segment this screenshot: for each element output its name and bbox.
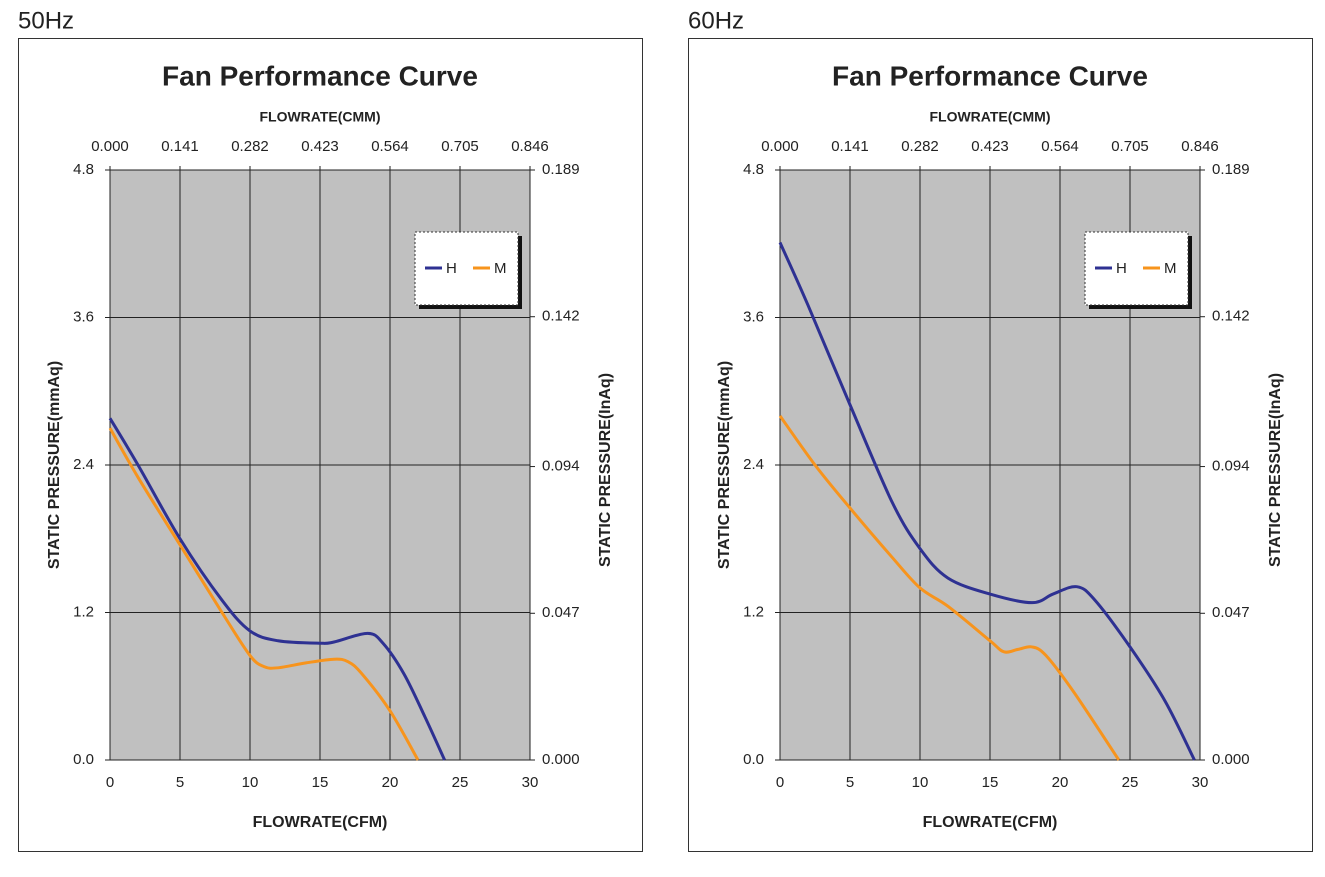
x2-tick-label: 0.564 bbox=[371, 138, 409, 155]
legend-label: M bbox=[494, 260, 507, 277]
y-tick-label: 1.2 bbox=[743, 603, 764, 620]
x2-tick-label: 0.564 bbox=[1041, 138, 1079, 155]
heading: 50Hz bbox=[18, 7, 74, 34]
plot-border bbox=[779, 169, 1201, 761]
legend-label: H bbox=[1116, 260, 1127, 277]
x-tick-label: 20 bbox=[382, 774, 399, 791]
x2-tick-label: 0.141 bbox=[831, 138, 869, 155]
y-tick-label: 1.2 bbox=[73, 603, 94, 620]
series-line bbox=[108, 427, 420, 761]
legend-label: H bbox=[446, 260, 457, 277]
heading: 60Hz bbox=[688, 7, 744, 34]
x-tick-label: 0 bbox=[106, 774, 114, 791]
series-line bbox=[778, 414, 1121, 761]
x2-tick-label: 0.000 bbox=[91, 138, 129, 155]
x-tick-label: 15 bbox=[312, 774, 329, 791]
x2-tick-label: 0.000 bbox=[761, 138, 799, 155]
x-tick-label: 10 bbox=[242, 774, 259, 791]
x2-tick-label: 0.282 bbox=[901, 138, 939, 155]
x-tick-label: 5 bbox=[176, 774, 184, 791]
y-tick-label: 4.8 bbox=[743, 161, 764, 178]
x-tick-label: 20 bbox=[1052, 774, 1069, 791]
legend-label: M bbox=[1164, 260, 1177, 277]
panel-frame bbox=[688, 38, 1313, 852]
plot-border bbox=[109, 169, 531, 761]
x-tick-label: 10 bbox=[912, 774, 929, 791]
chart-title: Fan Performance Curve bbox=[162, 60, 478, 91]
y-axis-label: STATIC PRESSURE(mmAq) bbox=[716, 361, 733, 569]
x2-tick-label: 0.846 bbox=[511, 138, 549, 155]
x-tick-label: 30 bbox=[522, 774, 539, 791]
y-tick-label: 3.6 bbox=[743, 308, 764, 325]
y2-tick-label: 0.094 bbox=[1212, 458, 1250, 475]
x-axis-label: FLOWRATE(CFM) bbox=[253, 814, 388, 831]
x2-tick-label: 0.423 bbox=[971, 138, 1009, 155]
x-axis-label: FLOWRATE(CFM) bbox=[923, 814, 1058, 831]
x2-axis-label: FLOWRATE(CMM) bbox=[259, 109, 380, 125]
y2-tick-label: 0.142 bbox=[1212, 308, 1250, 325]
y2-tick-label: 0.142 bbox=[542, 308, 580, 325]
y2-tick-label: 0.047 bbox=[1212, 604, 1250, 621]
x-tick-label: 5 bbox=[846, 774, 854, 791]
x-tick-label: 25 bbox=[1122, 774, 1139, 791]
x2-tick-label: 0.423 bbox=[301, 138, 339, 155]
panel-frame bbox=[18, 38, 643, 852]
series-line bbox=[778, 241, 1196, 761]
y-axis-label: STATIC PRESSURE(mmAq) bbox=[46, 361, 63, 569]
x2-tick-label: 0.846 bbox=[1181, 138, 1219, 155]
x2-tick-label: 0.705 bbox=[441, 138, 479, 155]
chart-title: Fan Performance Curve bbox=[832, 60, 1148, 91]
y-tick-label: 0.0 bbox=[743, 751, 764, 768]
y2-tick-label: 0.000 bbox=[1212, 751, 1250, 768]
y2-tick-label: 0.047 bbox=[542, 604, 580, 621]
x-tick-label: 15 bbox=[982, 774, 999, 791]
x2-tick-label: 0.705 bbox=[1111, 138, 1149, 155]
y-tick-label: 2.4 bbox=[73, 456, 94, 473]
y-tick-label: 0.0 bbox=[73, 751, 94, 768]
y-tick-label: 3.6 bbox=[73, 308, 94, 325]
y2-tick-label: 0.000 bbox=[542, 751, 580, 768]
x2-tick-label: 0.141 bbox=[161, 138, 199, 155]
y2-tick-label: 0.189 bbox=[1212, 161, 1250, 178]
x2-axis-label: FLOWRATE(CMM) bbox=[929, 109, 1050, 125]
y-tick-label: 4.8 bbox=[73, 161, 94, 178]
series-line bbox=[108, 417, 446, 761]
y2-tick-label: 0.189 bbox=[542, 161, 580, 178]
y2-axis-label: STATIC PRESSURE(InAq) bbox=[597, 373, 614, 567]
y2-axis-label: STATIC PRESSURE(InAq) bbox=[1267, 373, 1284, 567]
x2-tick-label: 0.282 bbox=[231, 138, 269, 155]
x-tick-label: 30 bbox=[1192, 774, 1209, 791]
x-tick-label: 25 bbox=[452, 774, 469, 791]
y2-tick-label: 0.094 bbox=[542, 458, 580, 475]
x-tick-label: 0 bbox=[776, 774, 784, 791]
y-tick-label: 2.4 bbox=[743, 456, 764, 473]
